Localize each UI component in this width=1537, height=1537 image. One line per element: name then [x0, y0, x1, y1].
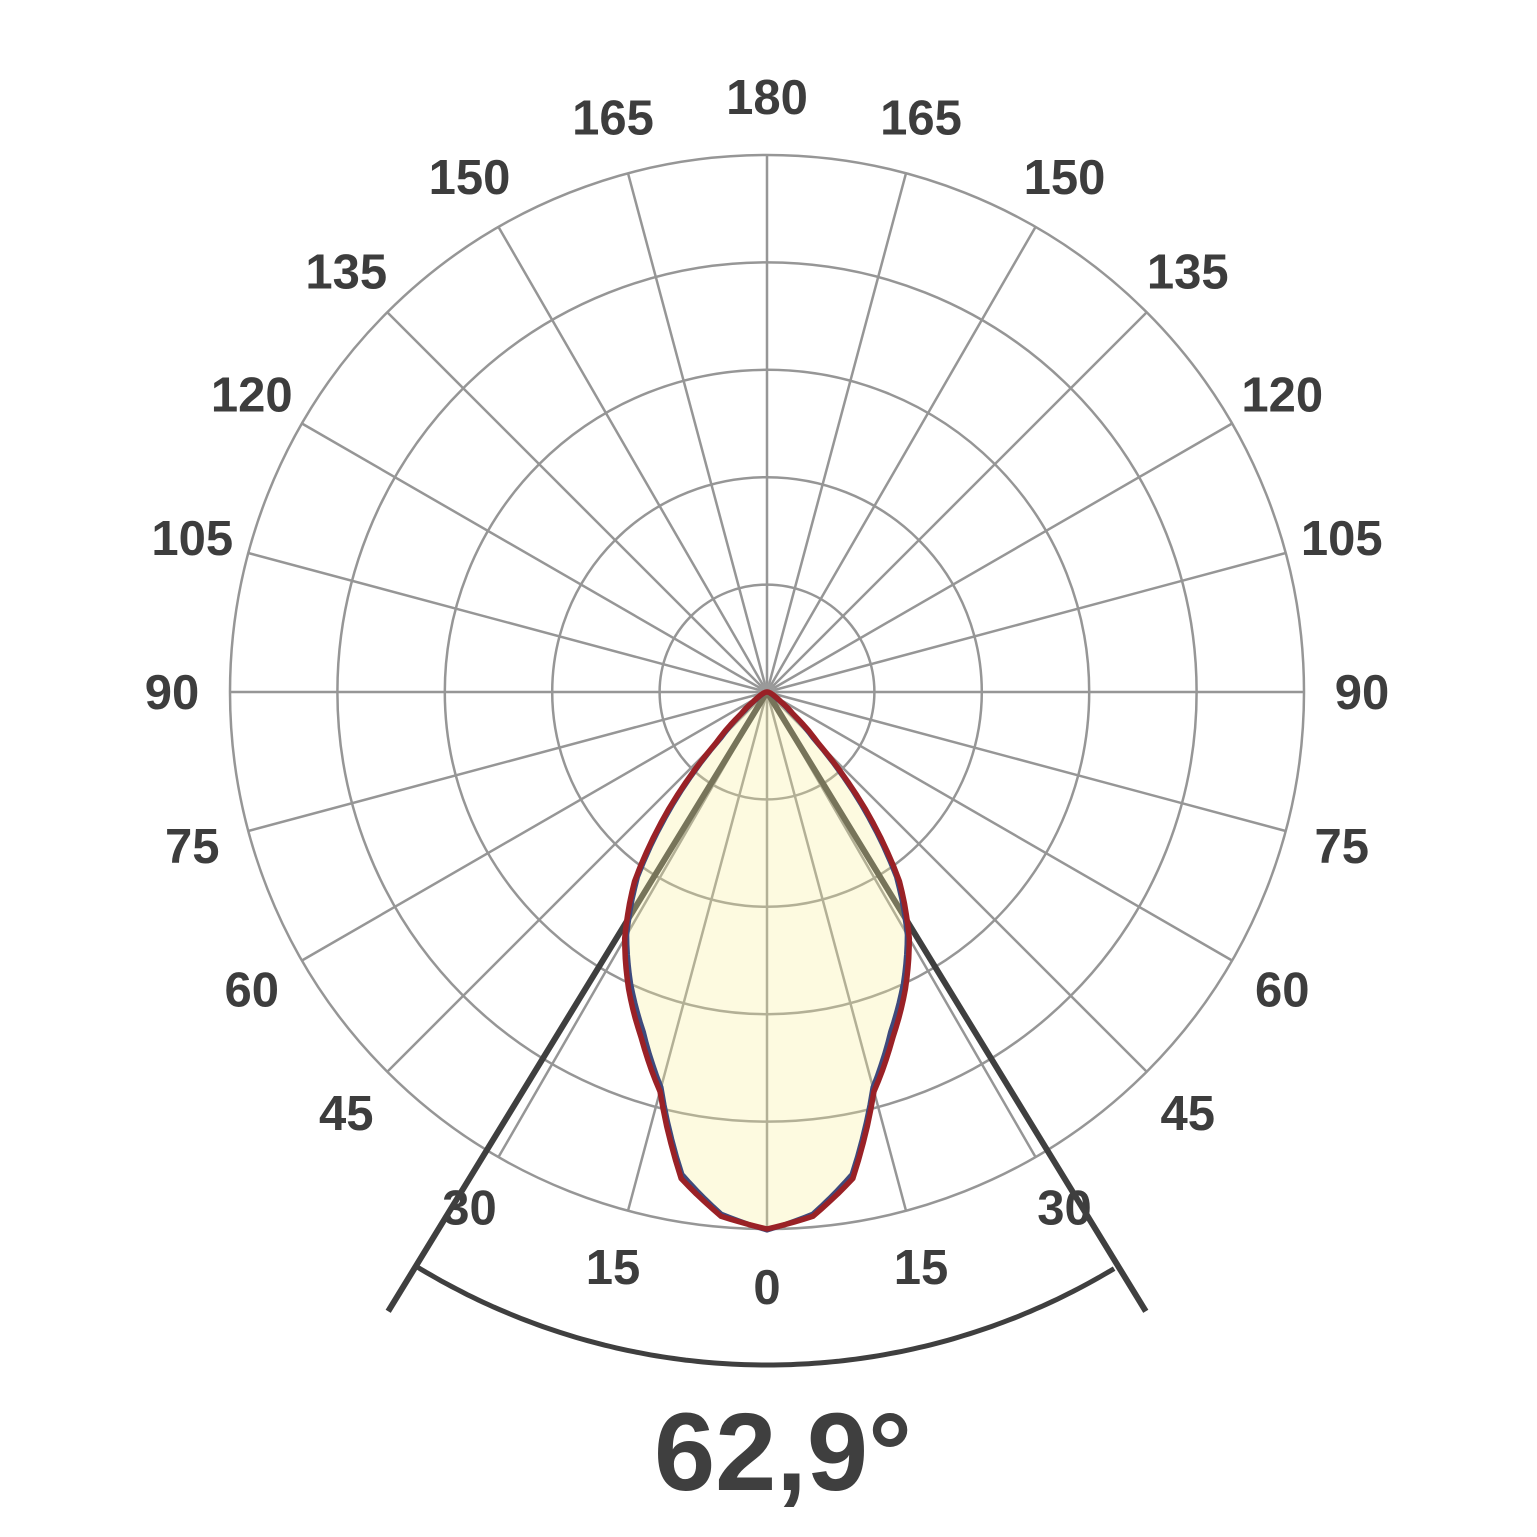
angle-tick-label: 90 [145, 666, 200, 720]
angle-tick-labels: 0 151530304545606075759090105105120120135… [145, 71, 1390, 1315]
angle-tick-label: 120 [1241, 369, 1323, 423]
curve-red [621, 689, 913, 1232]
beam-lobe [621, 689, 913, 1233]
grid-spoke [766, 551, 1287, 694]
grid-spoke [766, 311, 1148, 693]
grid-spoke [626, 172, 769, 693]
beam-angle-arc [414, 1263, 1116, 1368]
angle-tick-label: 120 [211, 369, 293, 423]
angle-tick-label: 15 [586, 1241, 641, 1295]
beam-angle-line [385, 690, 770, 1313]
angle-tick-label: 165 [880, 91, 962, 145]
angle-tick-label: 90 [1335, 666, 1390, 720]
beam-angle-lines [385, 690, 1149, 1313]
angle-tick-label: 0 [753, 1261, 780, 1315]
grid-spoke [386, 311, 768, 693]
angle-tick-label: 105 [1301, 512, 1383, 566]
beam-angle-value: 62,9° [654, 1391, 912, 1514]
angle-tick-label: 60 [1255, 964, 1310, 1018]
angle-tick-label: 180 [726, 71, 808, 125]
grid-spoke [247, 690, 768, 833]
angle-tick-label: 60 [224, 964, 279, 1018]
grid-spoke [301, 422, 768, 694]
angle-tick-label: 165 [572, 91, 654, 145]
beam-lobe-fill [624, 692, 910, 1229]
angle-tick-label: 75 [1314, 820, 1369, 874]
grid-spoke [766, 690, 1287, 833]
grid-spoke [766, 690, 1233, 962]
angle-tick-label: 150 [429, 151, 511, 205]
grid-spoke [766, 422, 1233, 694]
grid-spoke [626, 691, 769, 1212]
angle-tick-label: 45 [1160, 1087, 1215, 1141]
beam-angle-marker [385, 690, 1149, 1368]
grid-spoke [765, 172, 908, 693]
angle-tick-label: 105 [151, 512, 233, 566]
beam-angle-line [764, 690, 1149, 1313]
grid-spoke [765, 691, 908, 1212]
angle-tick-label: 150 [1024, 151, 1106, 205]
grid-spoke [247, 551, 768, 694]
angle-tick-label: 135 [1147, 245, 1229, 299]
grid-spoke [765, 226, 1037, 693]
grid-spoke [301, 690, 768, 962]
angle-tick-label: 45 [319, 1087, 374, 1141]
grid-spoke [497, 226, 769, 693]
angle-tick-label: 135 [305, 245, 387, 299]
angle-tick-label: 15 [894, 1241, 949, 1295]
angle-tick-label: 75 [165, 820, 220, 874]
